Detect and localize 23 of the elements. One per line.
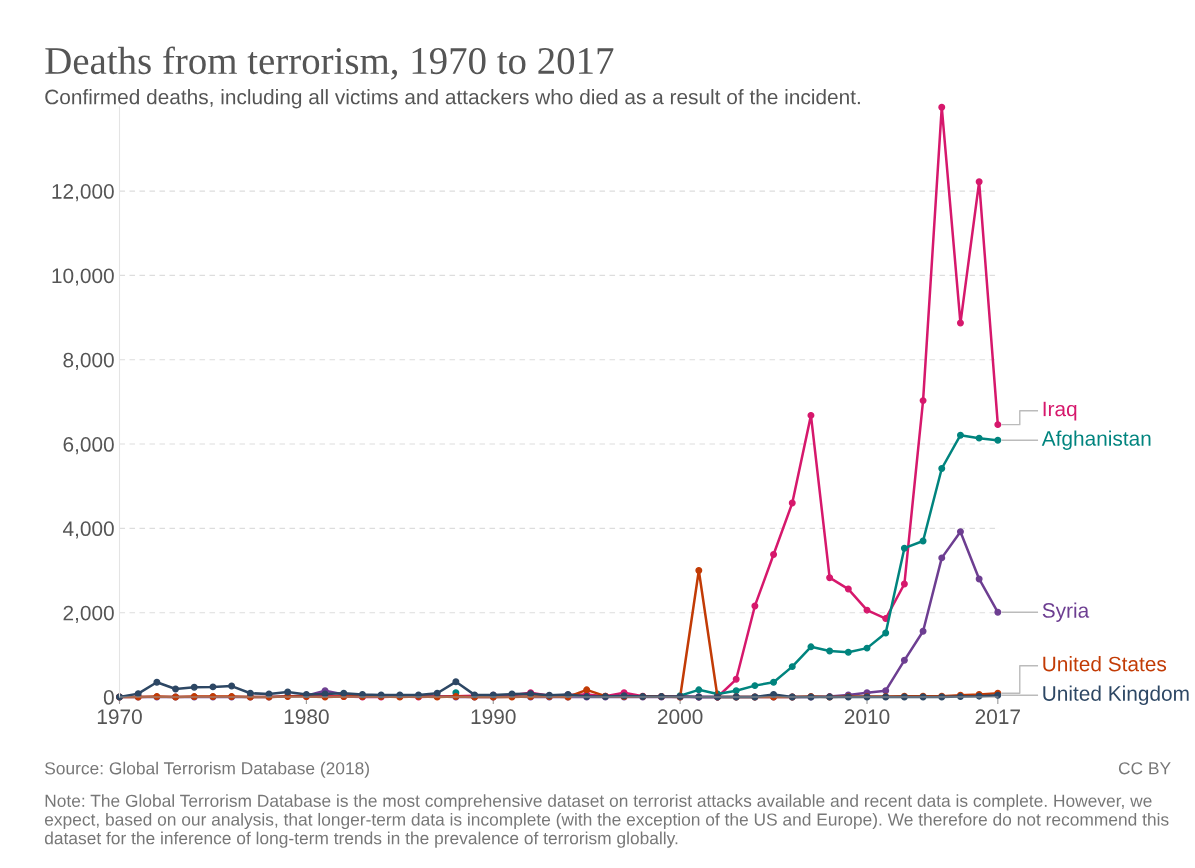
y-tick-label: 0: [103, 690, 114, 705]
y-tick-label: 2,000: [63, 605, 114, 623]
x-tick-label: 1970: [97, 709, 142, 725]
x-tick-label: 1980: [284, 709, 329, 725]
chart-title: Deaths from terrorism, 1970 to 2017: [45, 46, 614, 80]
x-tick-label: 2010: [844, 709, 890, 725]
source-note: Source: Global Terrorism Database (2018): [45, 761, 369, 778]
series-label: Afghanistan: [1041, 430, 1151, 450]
y-tick-label: 10,000: [52, 268, 114, 286]
y-tick-label: 12,000: [52, 184, 114, 202]
y-tick-label: 4,000: [62, 521, 114, 539]
text: United States: [1043, 656, 1167, 672]
y-tick-label: 8,000: [63, 352, 114, 370]
text: Syria: [1042, 602, 1090, 622]
y-tick-label: 6,000: [63, 437, 114, 455]
x-tick-label: 1990: [471, 709, 516, 725]
text: CC BY: [1118, 762, 1171, 775]
x-tick-label: 2000: [658, 709, 703, 725]
text: Iraq: [1043, 401, 1077, 421]
chart-subtitle: Confirmed deaths, including all victims and attackers who died as a result of the incident.: [45, 89, 860, 109]
x-tick-label: 2017: [975, 709, 1020, 725]
text: Note: The Global Terrorism Database is the most comprehensive dataset on terrorist attacks available and recent data is complete. However, we expect, based on our analysis, that longer-term data is incomplete (with the exception of the US and Europe). We therefore do not recommend this dataset for the inference of long-term trends in the prevalence of terrorism globally.: [44, 794, 1169, 848]
text: United Kingdom: [1043, 685, 1189, 706]
